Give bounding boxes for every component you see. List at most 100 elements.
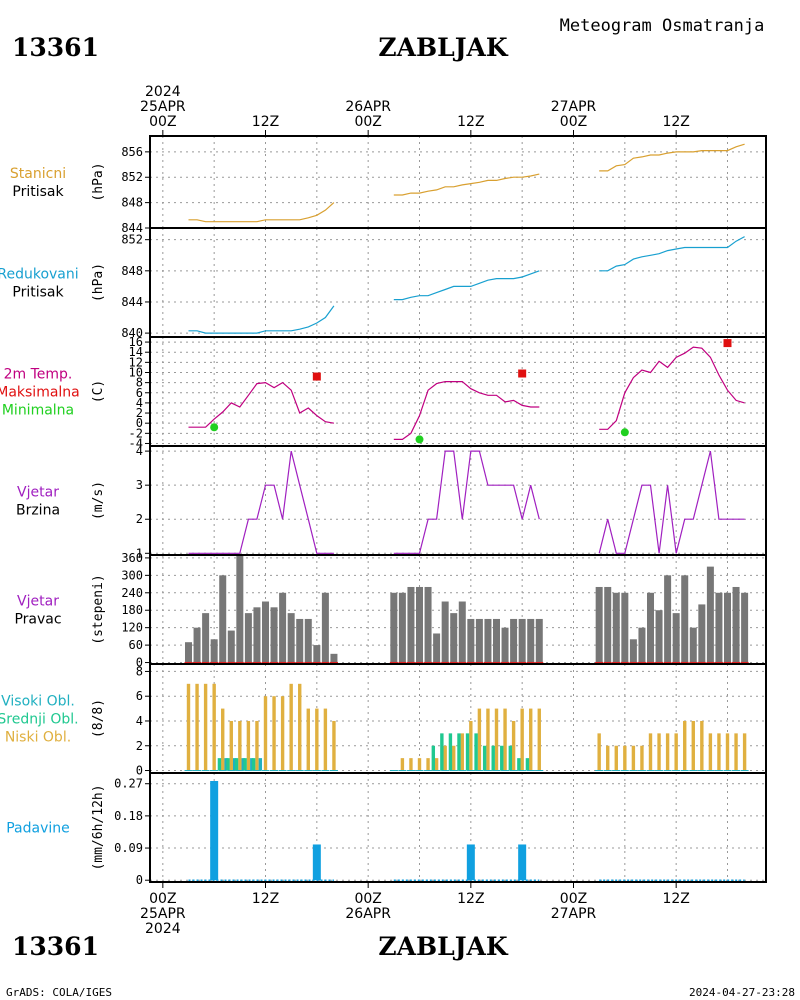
y-tick-label: 16 xyxy=(129,335,143,349)
meteogram-subtitle: Meteogram Osmatranja xyxy=(560,16,765,36)
wind-dir-bar xyxy=(390,592,398,663)
wind-dir-bar xyxy=(202,613,210,663)
wind-dir-bar xyxy=(510,618,518,663)
y-tick-label: 3 xyxy=(136,478,143,492)
station-name-top: ZABLJAK xyxy=(378,33,509,62)
y-tick-label: 240 xyxy=(121,586,143,600)
mid-cloud-bar xyxy=(508,745,513,771)
tmax-marker xyxy=(723,339,732,348)
y-tick-label: 180 xyxy=(121,603,143,617)
y-axis-label: (C) xyxy=(91,380,106,403)
wind-dir-bar xyxy=(664,575,672,663)
series-line xyxy=(188,202,335,223)
panel-label: Stanicni xyxy=(10,166,66,182)
wind-dir-bar xyxy=(647,592,654,663)
panel-label: Pritisak xyxy=(12,184,64,200)
low-cloud-bar xyxy=(221,708,225,771)
y-axis-label: (8/8) xyxy=(91,699,106,738)
low-cloud-bar xyxy=(426,758,430,771)
panel-oblacnost: 0 2 4 6 8 (8/8) Visoki Obl. Srednji Obl. Niski O… xyxy=(0,663,767,778)
wind-dir-bar xyxy=(244,613,252,663)
wind-dir-bar xyxy=(210,639,218,663)
y-tick-label: 6 xyxy=(136,386,143,400)
panel-label: Maksimalna xyxy=(0,385,80,401)
wind-dir-bar xyxy=(185,642,192,663)
series-line xyxy=(599,236,745,272)
panel-label: Niski Obl. xyxy=(5,730,71,746)
y-tick-label: 120 xyxy=(121,621,143,635)
high-cloud-bar xyxy=(258,758,263,771)
y-tick-label: 0.18 xyxy=(114,809,143,823)
mid-cloud-bar xyxy=(525,758,530,771)
y-axis-label: (m/s) xyxy=(91,481,106,520)
series-line xyxy=(393,173,540,196)
y-tick-label: 852 xyxy=(121,170,143,184)
wind-dir-bar xyxy=(407,586,415,663)
y-tick-label: -4 xyxy=(129,436,143,450)
tmin-marker xyxy=(415,435,424,444)
mid-cloud-bar xyxy=(234,758,239,771)
mid-cloud-bar xyxy=(457,733,461,771)
y-tick-label: 360 xyxy=(121,551,143,565)
low-cloud-bar xyxy=(195,683,199,771)
wind-dir-bar xyxy=(629,639,637,663)
wind-dir-bar xyxy=(689,627,697,663)
low-cloud-bar xyxy=(623,745,627,771)
mid-cloud-bar xyxy=(465,733,470,771)
low-cloud-bar xyxy=(246,720,251,771)
tmin-marker xyxy=(620,428,629,437)
low-cloud-bar xyxy=(717,733,721,771)
y-tick-label: 4 xyxy=(136,396,143,410)
low-cloud-bar xyxy=(186,683,191,771)
mid-cloud-bar xyxy=(217,758,222,771)
panel-label: Vjetar xyxy=(17,594,59,610)
precip-bar xyxy=(466,844,475,881)
series-line xyxy=(393,450,540,554)
mid-cloud-bar xyxy=(243,758,247,771)
y-tick-label: 844 xyxy=(121,221,143,235)
precip-bar xyxy=(312,844,321,881)
wind-dir-bar xyxy=(424,586,432,663)
wind-dir-bar xyxy=(681,575,689,663)
low-cloud-bar xyxy=(315,708,319,771)
y-tick-label: 12 xyxy=(129,355,143,369)
y-tick-label: 2 xyxy=(136,739,143,753)
high-cloud-bar xyxy=(250,758,254,771)
series-line xyxy=(599,143,745,172)
high-cloud-bar xyxy=(241,758,245,771)
low-cloud-bar xyxy=(255,720,259,771)
wind-dir-bar xyxy=(715,592,723,663)
wind-dir-bar xyxy=(621,592,629,663)
y-tick-label: 0.27 xyxy=(114,777,143,791)
bottom-time-label: 26APR xyxy=(345,906,391,922)
low-cloud-bar xyxy=(203,683,208,771)
y-tick-label: 8 xyxy=(136,664,143,678)
tmin-marker xyxy=(210,423,219,432)
mid-cloud-bar xyxy=(448,733,453,771)
bottom-time-label: 12Z xyxy=(662,891,689,907)
low-cloud-bar xyxy=(665,733,670,771)
bottom-time-label: 00Z xyxy=(560,891,587,907)
bottom-time-label: 25APR xyxy=(140,906,186,922)
y-tick-label: 840 xyxy=(121,326,143,340)
wind-dir-bar xyxy=(219,575,227,663)
tmax-marker xyxy=(518,369,527,378)
low-cloud-bar xyxy=(469,720,473,771)
y-axis-label: (hPa) xyxy=(91,162,106,201)
wind-dir-bar xyxy=(279,592,287,663)
mid-cloud-bar xyxy=(226,758,230,771)
low-cloud-bar xyxy=(332,720,336,771)
wind-dir-bar xyxy=(193,627,201,663)
wind-dir-bar xyxy=(595,586,603,663)
top-time-label: 12Z xyxy=(457,114,484,130)
panel-label: Srednji Obl. xyxy=(0,712,79,728)
mid-cloud-bar xyxy=(500,745,504,771)
low-cloud-bar xyxy=(229,720,233,771)
top-time-label: 00Z xyxy=(354,114,381,130)
precip-bar xyxy=(518,844,527,881)
low-cloud-bar xyxy=(263,696,268,771)
wind-dir-bar xyxy=(724,592,731,663)
y-tick-label: 0 xyxy=(136,416,143,430)
